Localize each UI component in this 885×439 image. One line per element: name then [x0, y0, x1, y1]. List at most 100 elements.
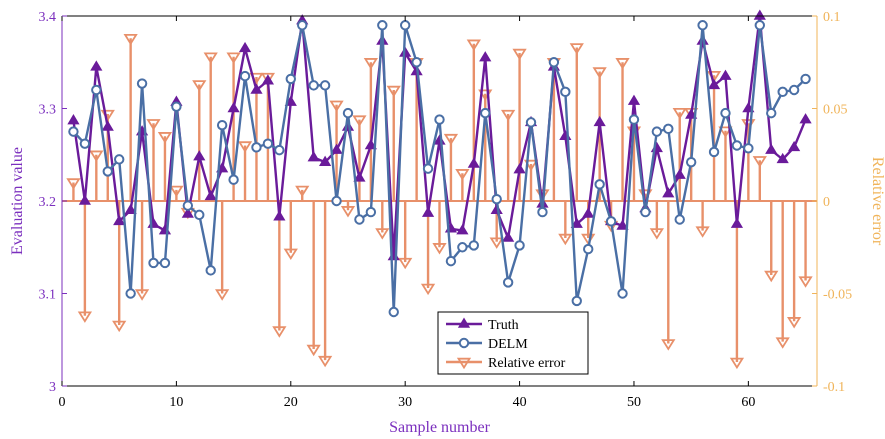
error-marker [558, 233, 573, 246]
delm-point [651, 126, 663, 137]
error-marker [169, 185, 184, 198]
truth-point [193, 150, 206, 161]
delm-point [342, 107, 354, 119]
error-marker [501, 109, 516, 122]
truth-point [513, 163, 526, 174]
delm-point [262, 138, 274, 149]
error-marker [592, 67, 607, 79]
error-marker [443, 133, 459, 146]
line-series [67, 9, 812, 318]
error-marker [512, 48, 527, 61]
y-left-tick-label: 3.4 [39, 10, 57, 25]
error-marker [66, 178, 81, 190]
delm-point [548, 57, 560, 68]
truth-point [353, 171, 366, 182]
delm-point [468, 240, 480, 251]
truth-point [570, 217, 583, 228]
error-marker [215, 289, 230, 301]
error-marker [123, 34, 138, 46]
error-marker [295, 185, 310, 198]
truth-point [467, 157, 480, 168]
y-axis-left-title: Evaluation value [9, 147, 26, 255]
x-axis-title: Sample number [389, 419, 491, 436]
delm-point [388, 306, 399, 318]
delm-point [239, 70, 251, 82]
truth-point [616, 219, 629, 230]
delm-point [560, 86, 571, 98]
delm-point [788, 84, 800, 96]
delm-point [685, 156, 697, 168]
error-marker [695, 226, 710, 238]
y-right-tick-label: 0.05 [823, 103, 848, 118]
delm-point [228, 174, 239, 185]
truth-point [582, 207, 595, 218]
delm-point [331, 195, 342, 207]
delm-point [525, 117, 537, 128]
error-marker [157, 132, 173, 144]
delm-point [411, 57, 422, 68]
truth-point [673, 168, 686, 179]
delm-point [583, 243, 594, 255]
error-marker [77, 311, 93, 323]
error-marker [672, 108, 687, 120]
delm-point [571, 295, 582, 307]
error-marker [489, 237, 504, 249]
truth-point [502, 231, 515, 242]
delm-point [457, 242, 468, 253]
truth-point [273, 210, 286, 221]
truth-point [204, 189, 217, 201]
x-tick-label: 10 [169, 395, 183, 410]
delm-point [777, 86, 788, 98]
x-tick-label: 0 [59, 395, 66, 410]
delm-point [354, 214, 365, 225]
delm-point [113, 154, 125, 165]
y-right-tick-label: -0.1 [823, 380, 845, 395]
delm-point [297, 20, 308, 31]
truth-point [113, 214, 126, 226]
error-marker [272, 326, 287, 338]
y-right-tick-label: 0 [823, 195, 830, 210]
y-left-tick-label: 3.1 [39, 288, 57, 303]
error-marker [192, 80, 207, 92]
error-marker [203, 52, 218, 64]
error-marker [420, 283, 436, 296]
delm-point [171, 101, 182, 112]
error-marker [718, 126, 733, 138]
truth-point [250, 83, 263, 94]
error-marker [752, 156, 767, 168]
truth-point [662, 187, 675, 198]
delm-point [319, 80, 331, 91]
legend-item-truth-marker [457, 317, 471, 328]
truth-point [788, 140, 801, 152]
error-marker [786, 317, 802, 329]
error-marker [398, 257, 413, 270]
error-marker [523, 159, 539, 172]
delm-point [766, 107, 777, 119]
delm-point [663, 123, 674, 135]
truth-point [124, 203, 137, 215]
error-marker [226, 52, 241, 64]
error-marker [661, 339, 676, 351]
legend: Truth DELM Relative error [437, 311, 589, 375]
error-marker [112, 320, 127, 333]
truth-point [238, 41, 252, 53]
axes: 0 10 20 30 40 50 60 3 3.1 3.2 3.3 3.4 -0.1 -0.05 0 0.05… [39, 10, 853, 410]
error-marker [775, 337, 790, 349]
delm-point [399, 20, 411, 31]
delm-point [308, 80, 319, 91]
delm-point [377, 20, 388, 31]
delm-point [102, 166, 113, 177]
error-marker [134, 289, 150, 301]
error-marker [363, 58, 378, 70]
error-marker [569, 43, 584, 55]
delm-point [514, 240, 525, 251]
legend-item-relative-error-marker [456, 357, 472, 370]
error-marker [317, 355, 333, 368]
truth-point [627, 94, 641, 105]
truth-point [101, 120, 114, 131]
truth-point [479, 51, 492, 62]
x-tick-label: 20 [284, 395, 298, 410]
x-tick-label: 60 [741, 395, 755, 410]
error-marker [260, 72, 276, 85]
delm-point [743, 143, 754, 154]
